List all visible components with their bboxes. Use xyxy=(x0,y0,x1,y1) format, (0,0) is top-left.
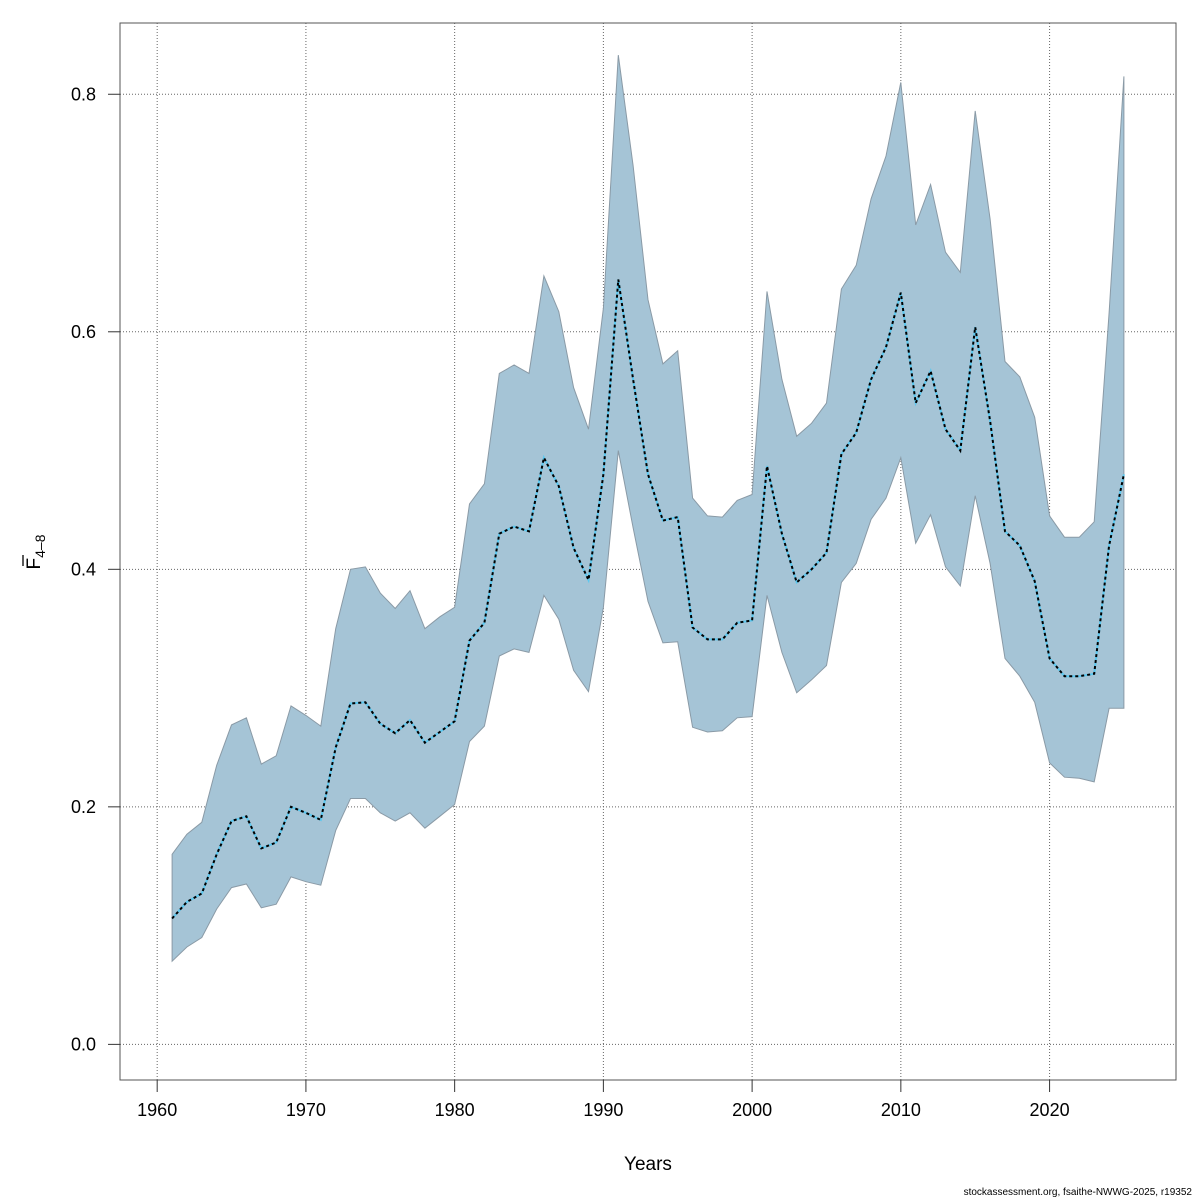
x-axis-title: Years xyxy=(624,1154,672,1175)
estimate-line xyxy=(171,279,1125,920)
y-tick-label: 0.6 xyxy=(71,322,96,342)
x-tick-label: 2000 xyxy=(732,1100,772,1120)
x-tick-label: 1970 xyxy=(286,1100,326,1120)
plot-frame xyxy=(119,22,1177,1081)
footer-credit: stockassessment.org, fsaithe-NWWG-2025, … xyxy=(963,1187,1192,1198)
x-tick-label: 1960 xyxy=(137,1100,177,1120)
y-tick-label: 0.4 xyxy=(71,559,96,579)
x-tick-label: 1990 xyxy=(583,1100,623,1120)
y-axis: 0.0 0.2 0.4 0.6 0.8 xyxy=(71,84,120,1054)
confidence-band xyxy=(171,55,1125,963)
svg-text:F4–8: F4–8 xyxy=(24,534,48,569)
y-tick-label: 0.2 xyxy=(71,797,96,817)
y-tick-label: 0.8 xyxy=(71,84,96,104)
y-tick-label: 0.0 xyxy=(71,1034,96,1054)
x-tick-label: 1980 xyxy=(435,1100,475,1120)
y-axis-title: F4–8 xyxy=(22,534,48,569)
x-axis: 1960 1970 1980 1990 2000 2010 2020 xyxy=(137,1080,1070,1120)
x-tick-label: 2010 xyxy=(881,1100,921,1120)
y-axis-title-sub: 4–8 xyxy=(32,534,48,558)
y-axis-title-main: F xyxy=(24,558,45,570)
x-tick-label: 2020 xyxy=(1030,1100,1070,1120)
